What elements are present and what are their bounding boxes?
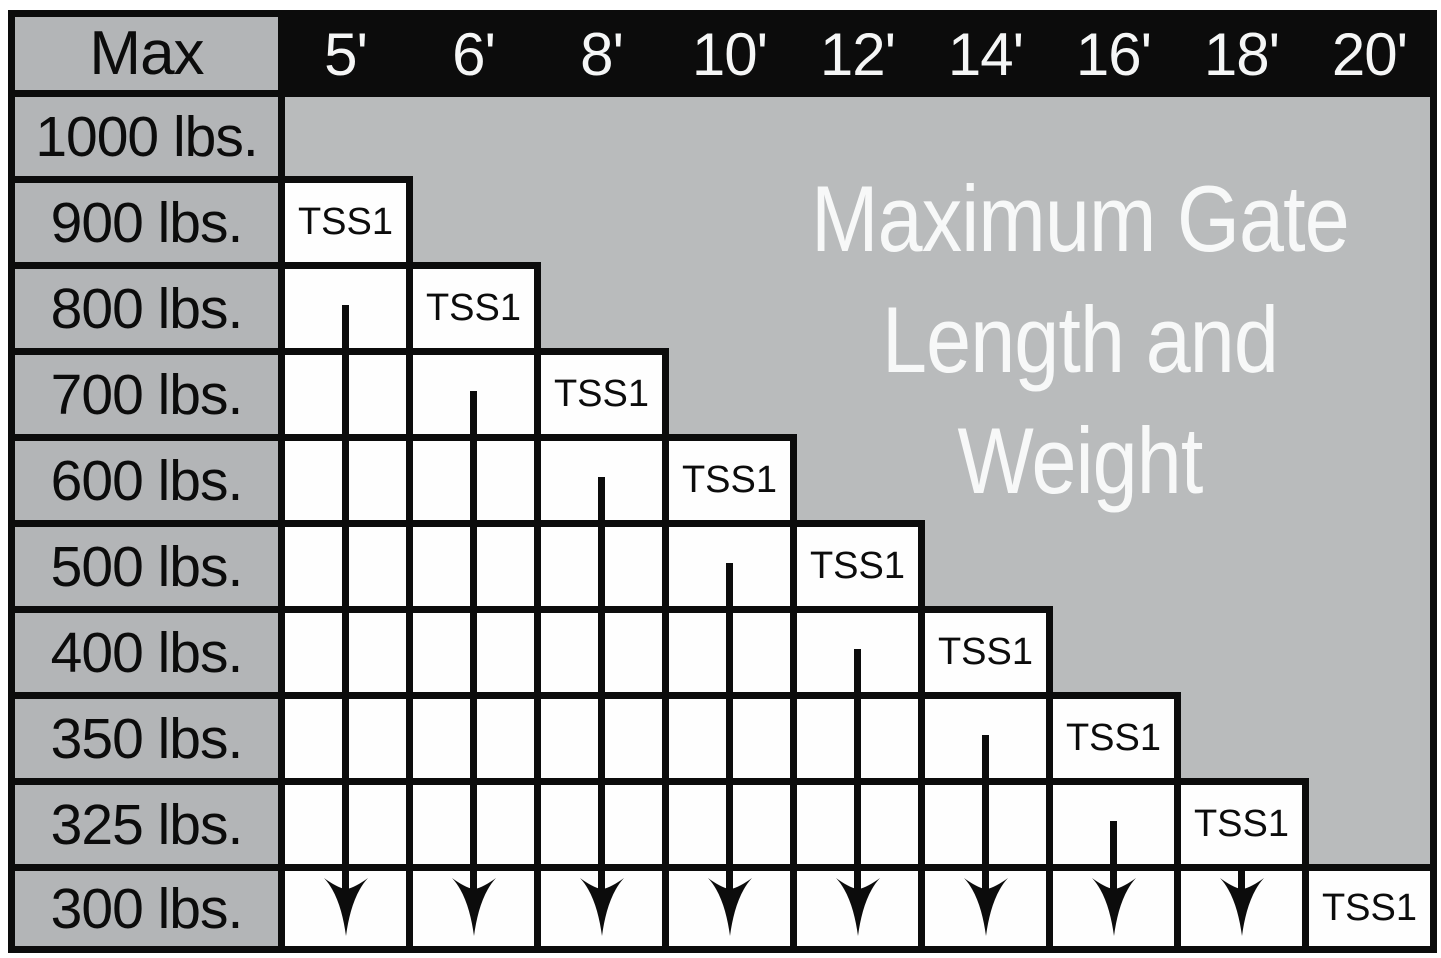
- chart-title-line: Maximum Gate: [811, 166, 1350, 271]
- column-header: 12': [819, 21, 896, 88]
- arrow-down-icon: [323, 878, 368, 936]
- row-label: 500 lbs.: [8, 520, 285, 613]
- arrow-down-icon: [579, 878, 624, 936]
- tss1-label: TSS1: [297, 201, 394, 243]
- tss1-cell: TSS1: [918, 606, 1053, 699]
- column-header: 10': [691, 21, 768, 88]
- column-header: 14': [947, 21, 1024, 88]
- tss1-cell: TSS1: [278, 176, 413, 269]
- row-label: 325 lbs.: [8, 778, 285, 871]
- chart-title: Maximum Gate Length and Weight: [779, 158, 1381, 521]
- tss1-label: TSS1: [1065, 717, 1162, 759]
- row-label: 1000 lbs.: [8, 90, 285, 183]
- corner-label: Max: [89, 19, 204, 88]
- arrow-shaft: [854, 649, 861, 892]
- column-header-strip: 5' 6' 8' 10' 12' 14' 16' 18' 20': [278, 10, 1437, 97]
- row-label: 900 lbs.: [8, 176, 285, 269]
- row-label: 700 lbs.: [8, 348, 285, 441]
- column-header: 5': [324, 21, 368, 88]
- row-label: 300 lbs.: [8, 864, 285, 953]
- arrow-shaft: [726, 563, 733, 892]
- tss1-label: TSS1: [681, 459, 778, 501]
- arrow-down-icon: [1219, 878, 1264, 936]
- arrow-shaft: [1238, 870, 1245, 892]
- tss1-cell: TSS1: [534, 348, 669, 441]
- tss1-label: TSS1: [553, 373, 650, 415]
- tss1-label: TSS1: [425, 287, 522, 329]
- row-label: 600 lbs.: [8, 434, 285, 527]
- arrow-shaft: [1110, 821, 1117, 892]
- tss1-label: TSS1: [1193, 803, 1290, 845]
- arrow-down-icon: [1091, 878, 1136, 936]
- column-header: 6': [452, 21, 496, 88]
- chart-title-line: Length and: [881, 287, 1279, 392]
- column-header: 16': [1075, 21, 1152, 88]
- tss1-label: TSS1: [809, 545, 906, 587]
- row-label: 800 lbs.: [8, 262, 285, 355]
- tss1-cell: TSS1: [1174, 778, 1309, 871]
- row-label: 350 lbs.: [8, 692, 285, 785]
- column-header: 20': [1331, 21, 1408, 88]
- arrow-down-icon: [451, 878, 496, 936]
- tss1-label: TSS1: [937, 631, 1034, 673]
- arrow-shaft: [342, 305, 349, 892]
- arrow-down-icon: [707, 878, 752, 936]
- tss1-cell: TSS1: [662, 434, 797, 527]
- arrow-shaft: [470, 391, 477, 892]
- arrow-shaft: [982, 735, 989, 892]
- arrow-shaft: [598, 477, 605, 892]
- chart-title-line: Weight: [957, 408, 1204, 513]
- arrow-down-icon: [835, 878, 880, 936]
- column-header: 18': [1203, 21, 1280, 88]
- tss1-cell: TSS1: [406, 262, 541, 355]
- tss1-label: TSS1: [1321, 887, 1418, 929]
- arrow-down-icon: [963, 878, 1008, 936]
- corner-cell-max: Max: [8, 10, 285, 97]
- tss1-cell: TSS1: [790, 520, 925, 613]
- row-label: 400 lbs.: [8, 606, 285, 699]
- tss1-cell: TSS1: [1046, 692, 1181, 785]
- column-header: 8': [580, 21, 624, 88]
- tss1-cell: TSS1: [1302, 864, 1437, 953]
